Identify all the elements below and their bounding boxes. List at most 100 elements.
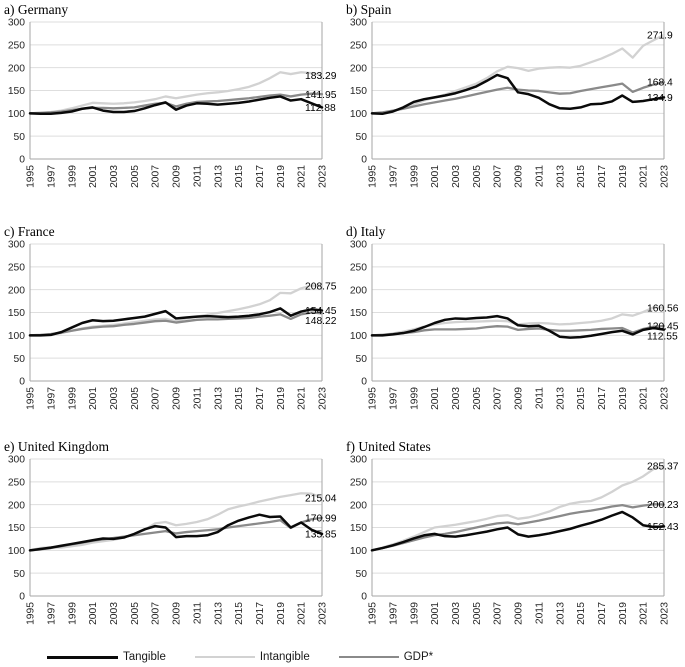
x-tick-label: 2019 (276, 602, 287, 625)
series-line-intangible (28, 71, 324, 115)
legend-item-gdp: GDP* (338, 651, 434, 663)
line-chart-france: 0 50 100 150 200 250 300 1995 1997 1999 2001 2003 20… (8, 240, 337, 410)
y-tick-label: 0 (19, 155, 25, 166)
x-tick-label: 2021 (297, 165, 308, 188)
x-tick-label: 2013 (555, 602, 566, 625)
line-chart-italy: 0 50 100 150 200 250 300 1995 1997 1999 2001 2003 20… (350, 240, 679, 410)
series-end-label: 168.4 (647, 78, 673, 89)
y-tick-label: 250 (8, 262, 25, 273)
x-tick-label: 2009 (172, 387, 183, 410)
series-end-label: 271.9 (647, 30, 673, 41)
x-tick-label: 2005 (472, 165, 483, 188)
x-tick-label: 2007 (151, 165, 162, 188)
x-tick-label: 2015 (234, 602, 245, 625)
series-end-label: 285.37 (647, 461, 679, 472)
tangible-line-swatch (47, 655, 118, 659)
x-tick-label: 2017 (597, 387, 608, 410)
y-tick-label: 0 (19, 377, 25, 388)
series-line-tangible (28, 513, 324, 552)
x-tick-label: 2009 (172, 165, 183, 188)
y-tick-label: 150 (8, 308, 25, 319)
x-tick-label: 2021 (297, 387, 308, 410)
x-tick-label: 1997 (46, 602, 57, 625)
x-tick-label: 2013 (213, 387, 224, 410)
series-end-label: 134.9 (647, 93, 673, 104)
x-tick-label: 2007 (151, 602, 162, 625)
series-end-label: 154.45 (305, 306, 337, 317)
series-end-label: 152.43 (647, 522, 679, 533)
x-tick-label: 2023 (660, 387, 671, 410)
x-tick-label: 2017 (597, 165, 608, 188)
x-tick-label: 2023 (318, 165, 329, 188)
chart-legend: Tangible Intangible GDP* (47, 649, 685, 665)
chart-panel-united-kingdom: e) United Kingdom 0 50 100 150 200 250 300 1995… (0, 437, 342, 645)
x-tick-label: 2017 (597, 602, 608, 625)
series-end-label: 208.75 (305, 281, 337, 292)
x-tick-label: 1995 (368, 165, 379, 188)
legend-label-gdp: GDP* (403, 651, 434, 663)
x-tick-label: 2007 (493, 387, 504, 410)
x-tick-label: 2001 (88, 387, 99, 410)
chart-panel-germany: a) Germany 0 50 100 150 200 250 300 1995 1997 199… (0, 0, 342, 222)
y-tick-label: 200 (8, 285, 25, 296)
x-tick-label: 2015 (234, 165, 245, 188)
legend-item-tangible: Tangible (47, 651, 166, 663)
x-tick-label: 2019 (618, 165, 629, 188)
y-tick-label: 50 (356, 569, 368, 580)
y-tick-label: 0 (19, 592, 25, 603)
y-tick-label: 200 (350, 63, 367, 74)
y-tick-label: 250 (350, 40, 367, 51)
x-tick-label: 2001 (88, 602, 99, 625)
legend-label-intangible: Intangible (259, 651, 310, 663)
x-tick-label: 2023 (318, 387, 329, 410)
series-line-gdp (28, 311, 324, 337)
line-chart-spain: 0 50 100 150 200 250 300 1995 1997 1999 2001 2003 20… (350, 18, 673, 188)
chart-panel-spain: b) Spain 0 50 100 150 200 250 300 1995 1997 1999 2… (342, 0, 685, 222)
y-tick-label: 250 (8, 40, 25, 51)
y-tick-label: 100 (8, 331, 25, 342)
y-tick-label: 150 (8, 86, 25, 97)
x-tick-label: 2007 (493, 602, 504, 625)
y-tick-label: 100 (350, 546, 367, 557)
x-tick-label: 2011 (192, 602, 203, 624)
y-tick-label: 200 (350, 500, 367, 511)
line-chart-germany: 0 50 100 150 200 250 300 1995 1997 1999 2001 2003 20… (8, 18, 337, 188)
x-tick-label: 2001 (430, 387, 441, 410)
x-tick-label: 1997 (46, 165, 57, 188)
x-tick-label: 2021 (639, 165, 650, 188)
x-tick-label: 2009 (514, 602, 525, 625)
x-tick-label: 1999 (67, 602, 78, 625)
x-tick-label: 2013 (213, 602, 224, 625)
x-tick-label: 2023 (660, 165, 671, 188)
chart-grid: a) Germany 0 50 100 150 200 250 300 1995 1997 199… (0, 0, 685, 645)
y-tick-label: 300 (8, 18, 25, 29)
series-line-intangible (370, 33, 666, 115)
y-tick-label: 0 (361, 377, 367, 388)
y-tick-label: 0 (361, 592, 367, 603)
y-tick-label: 100 (8, 109, 25, 120)
x-tick-label: 1999 (67, 165, 78, 188)
x-tick-label: 1999 (67, 387, 78, 410)
x-tick-label: 2001 (88, 165, 99, 188)
series-end-label: 183.29 (305, 71, 337, 82)
panel-title-italy: d) Italy (346, 224, 386, 239)
legend-label-tangible: Tangible (123, 651, 166, 663)
y-tick-label: 150 (350, 308, 367, 319)
series-end-label: 200.23 (647, 500, 679, 511)
series-end-label: 112.88 (305, 103, 336, 114)
x-tick-label: 2007 (493, 165, 504, 188)
series-line-tangible (370, 73, 666, 116)
x-tick-label: 2003 (109, 165, 120, 188)
series-line-gdp (370, 80, 666, 115)
y-tick-label: 50 (14, 569, 26, 580)
y-tick-label: 100 (350, 109, 367, 120)
x-tick-label: 2009 (514, 387, 525, 410)
x-tick-label: 1995 (26, 165, 37, 188)
series-line-intangible (370, 464, 666, 552)
x-tick-label: 2021 (297, 602, 308, 625)
y-tick-label: 250 (350, 262, 367, 273)
y-tick-label: 200 (8, 500, 25, 511)
x-tick-label: 2005 (130, 165, 141, 188)
y-tick-label: 250 (8, 477, 25, 488)
